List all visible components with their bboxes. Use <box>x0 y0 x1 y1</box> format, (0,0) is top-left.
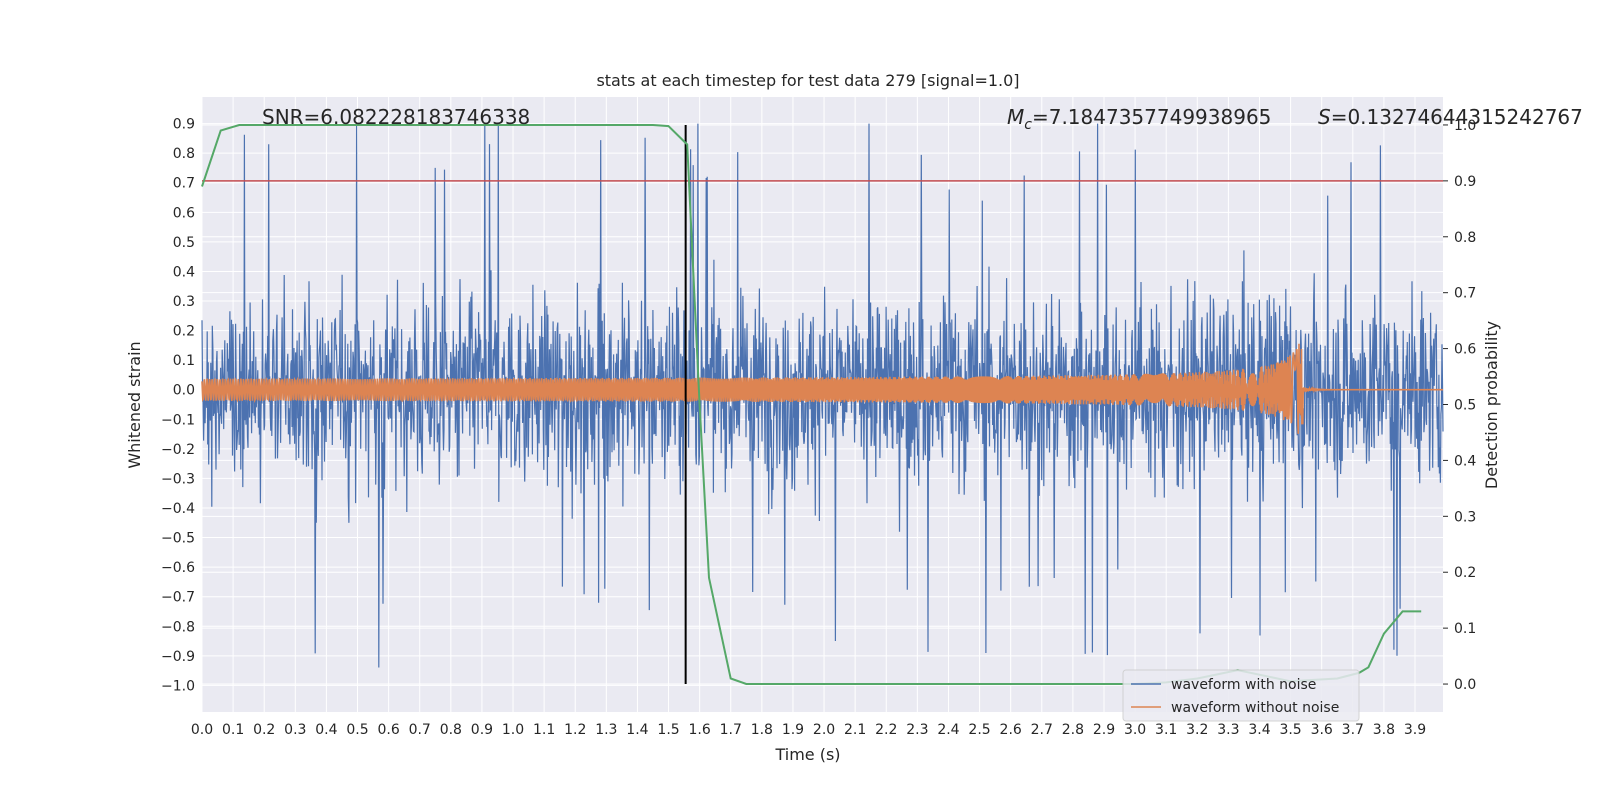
s-value: =0.13274644315242767 <box>1331 105 1583 129</box>
y-axis-ticks: −1.0 −0.9 −0.8 −0.7 −0.6 −0.5 −0.4 −0.3 −0.2 −0.1… <box>161 117 195 695</box>
y-tick-label: 0.8 <box>173 146 195 162</box>
series-waveform-with-noise <box>201 123 1444 668</box>
x-tick-label: 1.8 <box>751 722 773 738</box>
x-tick-label: 2.9 <box>1093 722 1115 738</box>
right-y-tick-label: 0.3 <box>1454 509 1476 525</box>
y-tick-label: −0.6 <box>161 560 195 576</box>
y-tick-label: −0.9 <box>161 649 195 665</box>
x-tick-label: 1.3 <box>595 722 617 738</box>
y-tick-label: 0.5 <box>173 235 195 251</box>
x-tick-label: 0.7 <box>409 722 431 738</box>
right-y-axis-label: Detection probability <box>1482 321 1501 489</box>
x-tick-label: 3.8 <box>1373 722 1395 738</box>
y-tick-label: −0.3 <box>161 471 195 487</box>
x-tick-label: 1.7 <box>720 722 742 738</box>
x-tick-label: 2.7 <box>1031 722 1053 738</box>
x-tick-label: 0.0 <box>191 722 213 738</box>
right-y-tick-label: 0.6 <box>1454 342 1476 358</box>
y-tick-label: 0.6 <box>173 205 195 221</box>
legend-label-clean: waveform without noise <box>1171 700 1339 716</box>
y-tick-label: −0.1 <box>161 412 195 428</box>
right-y-tick-label: 0.1 <box>1454 621 1476 637</box>
y-tick-label: 0.0 <box>173 383 195 399</box>
y-tick-label: −0.5 <box>161 531 195 547</box>
y-tick-label: −0.8 <box>161 619 195 635</box>
chirp-mass-value: =7.1847357749938965 <box>1032 105 1271 129</box>
x-tick-label: 3.2 <box>1186 722 1208 738</box>
y-tick-label: −0.2 <box>161 442 195 458</box>
x-tick-label: 1.0 <box>502 722 524 738</box>
right-y-tick-label: 0.5 <box>1454 398 1476 414</box>
x-tick-label: 2.1 <box>844 722 866 738</box>
right-y-tick-label: 0.4 <box>1454 453 1476 469</box>
right-y-tick-label: 1.0 <box>1454 118 1476 134</box>
x-axis-ticks: 0.0 0.1 0.2 0.3 0.4 0.5 0.6 0.7 0.8 0.9 1.0 1.1 1.2 1… <box>191 722 1426 738</box>
x-tick-label: 1.5 <box>657 722 679 738</box>
right-y-axis-ticks: 0.0 0.1 0.2 0.3 0.4 0.5 0.6 0.7 0.8 0.9 1.0 <box>1443 118 1476 693</box>
x-tick-label: 0.5 <box>346 722 368 738</box>
y-tick-label: 0.2 <box>173 324 195 340</box>
clean-waveform-path <box>201 343 1443 434</box>
y-tick-label: 0.3 <box>173 294 195 310</box>
x-tick-label: 0.2 <box>253 722 275 738</box>
x-tick-label: 3.0 <box>1124 722 1146 738</box>
x-tick-label: 0.1 <box>222 722 244 738</box>
right-y-tick-label: 0.8 <box>1454 230 1476 246</box>
x-tick-label: 3.1 <box>1155 722 1177 738</box>
series-waveform-without-noise <box>201 343 1443 434</box>
x-tick-label: 3.4 <box>1248 722 1270 738</box>
y-tick-label: −0.4 <box>161 501 195 517</box>
x-tick-label: 2.4 <box>937 722 959 738</box>
x-tick-label: 1.9 <box>782 722 804 738</box>
x-tick-label: 2.6 <box>1000 722 1022 738</box>
x-tick-label: 0.6 <box>377 722 399 738</box>
y-tick-label: 0.7 <box>173 176 195 192</box>
x-tick-label: 1.1 <box>533 722 555 738</box>
chirp-mass-subscript: c <box>1024 117 1032 133</box>
right-y-tick-label: 0.7 <box>1454 286 1476 302</box>
s-annotation: S=0.13274644315242767 <box>1318 105 1583 129</box>
y-axis-label: Whitened strain <box>125 341 144 468</box>
y-tick-label: 0.1 <box>173 353 195 369</box>
x-tick-label: 1.4 <box>626 722 648 738</box>
x-axis-label: Time (s) <box>774 745 840 764</box>
x-tick-label: 0.3 <box>284 722 306 738</box>
x-tick-label: 0.9 <box>471 722 493 738</box>
x-tick-label: 2.8 <box>1062 722 1084 738</box>
legend: waveform with noise waveform without noi… <box>1122 669 1360 722</box>
y-tick-label: −1.0 <box>161 678 195 694</box>
x-tick-label: 2.5 <box>968 722 990 738</box>
x-tick-label: 2.3 <box>906 722 928 738</box>
right-y-tick-label: 0.0 <box>1454 677 1476 693</box>
right-y-tick-label: 0.9 <box>1454 174 1476 190</box>
x-tick-label: 3.3 <box>1217 722 1239 738</box>
x-tick-label: 3.9 <box>1404 722 1426 738</box>
legend-label-noise: waveform with noise <box>1171 677 1316 693</box>
s-symbol: S <box>1318 105 1331 129</box>
y-tick-label: 0.4 <box>173 264 195 280</box>
x-tick-label: 3.6 <box>1311 722 1333 738</box>
x-tick-label: 3.7 <box>1342 722 1364 738</box>
x-tick-label: 0.8 <box>440 722 462 738</box>
legend-box <box>1122 669 1360 722</box>
snr-annotation: SNR=6.082228183746338 <box>262 105 530 129</box>
noise-waveform-path <box>201 123 1444 668</box>
x-tick-label: 2.0 <box>813 722 835 738</box>
right-y-tick-label: 0.2 <box>1454 565 1476 581</box>
x-tick-label: 1.2 <box>564 722 586 738</box>
x-tick-label: 1.6 <box>689 722 711 738</box>
chirp-mass-symbol: M <box>1007 105 1024 129</box>
x-tick-label: 3.5 <box>1279 722 1301 738</box>
chart-title: stats at each timestep for test data 279… <box>596 71 1019 90</box>
y-tick-label: 0.9 <box>173 117 195 133</box>
x-tick-label: 0.4 <box>315 722 337 738</box>
x-tick-label: 2.2 <box>875 722 897 738</box>
chirp-mass-annotation: Mc=7.1847357749938965 <box>1007 105 1271 133</box>
y-tick-label: −0.7 <box>161 590 195 606</box>
